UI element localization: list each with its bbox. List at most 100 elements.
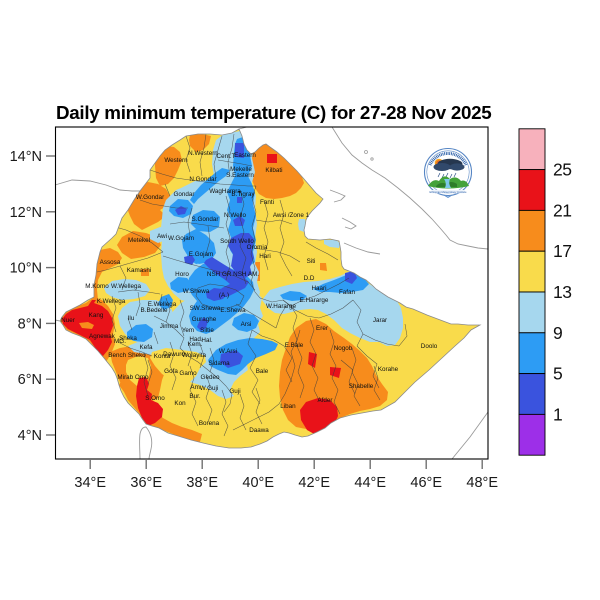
svg-text:W.Shewa: W.Shewa: [183, 288, 210, 295]
svg-text:Konta: Konta: [154, 353, 171, 360]
svg-text:42°E: 42°E: [298, 475, 330, 491]
svg-text:Gondar: Gondar: [173, 191, 194, 198]
svg-text:13: 13: [553, 282, 571, 302]
svg-text:Daawa: Daawa: [249, 427, 269, 434]
svg-text:Hal.: Hal.: [201, 337, 212, 344]
svg-text:Gamo: Gamo: [179, 370, 197, 377]
svg-text:Wolayita: Wolayita: [182, 352, 207, 359]
svg-text:Bale: Bale: [256, 368, 269, 375]
svg-text:W.Arsi: W.Arsi: [219, 348, 237, 355]
svg-text:48°E: 48°E: [466, 475, 498, 491]
svg-text:Guraghe: Guraghe: [192, 316, 217, 323]
svg-text:Sheka: Sheka: [119, 335, 137, 342]
svg-text:N.Western: N.Western: [188, 150, 218, 157]
svg-text:4°N: 4°N: [18, 428, 42, 444]
svg-text:Dawuro: Dawuro: [163, 351, 185, 358]
svg-text:10°N: 10°N: [10, 261, 42, 277]
svg-text:Agnewak: Agnewak: [89, 333, 116, 340]
svg-text:Eastern: Eastern: [234, 152, 256, 159]
svg-text:N.Gondar: N.Gondar: [189, 176, 216, 183]
svg-text:Siltie: Siltie: [200, 327, 214, 334]
svg-text:6°N: 6°N: [18, 372, 42, 388]
svg-text:Fanti: Fanti: [260, 199, 274, 206]
svg-text:S.Omo: S.Omo: [145, 395, 165, 402]
svg-text:Metekel: Metekel: [128, 237, 150, 244]
svg-text:44°E: 44°E: [354, 475, 386, 491]
svg-text:N.Wello: N.Wello: [224, 212, 246, 219]
svg-text:S.Eastern: S.Eastern: [226, 172, 254, 179]
svg-text:Siti: Siti: [307, 258, 316, 265]
svg-text:34°E: 34°E: [74, 475, 106, 491]
svg-text:Fafan: Fafan: [339, 289, 356, 296]
svg-text:Kilbati: Kilbati: [265, 167, 282, 174]
svg-text:Nuer: Nuer: [61, 317, 75, 324]
svg-text:Ilu: Ilu: [128, 315, 135, 322]
svg-text:Bur.: Bur.: [189, 393, 200, 400]
svg-text:Gedeo: Gedeo: [201, 374, 220, 381]
svg-text:Am.: Am.: [190, 384, 201, 391]
svg-text:8°N: 8°N: [18, 316, 42, 332]
svg-text:Mirab Omo: Mirab Omo: [117, 374, 149, 381]
svg-text:Ethiopian Meteorology Institut: Ethiopian Meteorology Institute: [430, 190, 467, 194]
svg-text:Erer: Erer: [316, 325, 328, 332]
svg-text:Kefa: Kefa: [140, 344, 153, 351]
svg-text:W.Guji: W.Guji: [200, 385, 219, 392]
svg-text:Kamashi: Kamashi: [127, 267, 152, 274]
svg-text:W.Gondar: W.Gondar: [136, 194, 164, 201]
svg-text:Awsi /Zone 1: Awsi /Zone 1: [273, 212, 310, 219]
svg-text:Kang: Kang: [89, 312, 104, 319]
svg-text:Gofa: Gofa: [164, 368, 178, 375]
svg-text:M.Komo: M.Komo: [85, 283, 109, 290]
svg-text:Afder: Afder: [317, 397, 332, 404]
svg-text:WagHamra: WagHamra: [209, 188, 241, 195]
svg-text:E.Wellega: E.Wellega: [148, 301, 177, 308]
svg-text:Western: Western: [164, 157, 188, 164]
svg-text:Nogob: Nogob: [334, 345, 353, 352]
svg-text:1: 1: [553, 404, 562, 424]
svg-text:B.Tigray: B.Tigray: [231, 191, 255, 198]
svg-text:Doolo: Doolo: [421, 343, 438, 350]
svg-text:12°N: 12°N: [10, 205, 42, 221]
svg-text:(A.): (A.): [219, 292, 229, 299]
svg-text:S.Gondar: S.Gondar: [192, 216, 219, 223]
svg-text:Shabelle: Shabelle: [349, 383, 374, 390]
svg-text:5: 5: [553, 364, 562, 384]
svg-text:South Wello: South Wello: [220, 238, 254, 245]
svg-text:Jarar: Jarar: [373, 317, 387, 324]
svg-text:Horo: Horo: [175, 271, 189, 278]
svg-text:K.Wellega: K.Wellega: [97, 298, 126, 305]
svg-text:21: 21: [553, 200, 571, 220]
svg-text:D.D: D.D: [304, 275, 315, 282]
svg-text:Kon: Kon: [174, 400, 186, 407]
svg-text:46°E: 46°E: [410, 475, 442, 491]
svg-text:W.Gojam: W.Gojam: [168, 235, 194, 242]
svg-text:E.Shewa: E.Shewa: [220, 307, 246, 314]
svg-text:Hari: Hari: [259, 253, 271, 260]
svg-text:Yem: Yem: [182, 327, 194, 334]
svg-text:14°N: 14°N: [10, 149, 42, 165]
svg-text:25: 25: [553, 160, 571, 180]
svg-text:17: 17: [553, 241, 571, 261]
svg-text:E.Hararge: E.Hararge: [300, 297, 329, 304]
svg-text:MG.: MG.: [114, 338, 126, 345]
svg-text:Awi: Awi: [157, 233, 167, 240]
svg-text:E.Bale: E.Bale: [285, 342, 304, 349]
svg-text:Mekelle: Mekelle: [230, 166, 252, 173]
svg-text:E.Gojam: E.Gojam: [189, 251, 214, 258]
svg-text:W.Hararge: W.Hararge: [266, 303, 297, 310]
svg-text:Haari: Haari: [311, 285, 326, 292]
svg-text:Borena: Borena: [199, 420, 220, 427]
svg-text:Had.: Had.: [189, 336, 203, 343]
svg-text:B.Bedelle: B.Bedelle: [141, 307, 168, 314]
svg-text:NSH GR NSH AM.: NSH GR NSH AM.: [207, 271, 259, 278]
svg-text:Jimma: Jimma: [160, 323, 179, 330]
svg-text:38°E: 38°E: [186, 475, 218, 491]
svg-text:Assosa: Assosa: [100, 259, 121, 266]
svg-text:Korahe: Korahe: [378, 366, 399, 373]
svg-text:SW.Shewa: SW.Shewa: [190, 305, 221, 312]
svg-text:9: 9: [553, 323, 562, 343]
svg-text:Cent.T: Cent.T: [217, 153, 236, 160]
svg-text:Arsi: Arsi: [241, 321, 252, 328]
svg-text:Kem.: Kem.: [188, 341, 203, 348]
svg-text:W.Wellega: W.Wellega: [111, 283, 141, 290]
